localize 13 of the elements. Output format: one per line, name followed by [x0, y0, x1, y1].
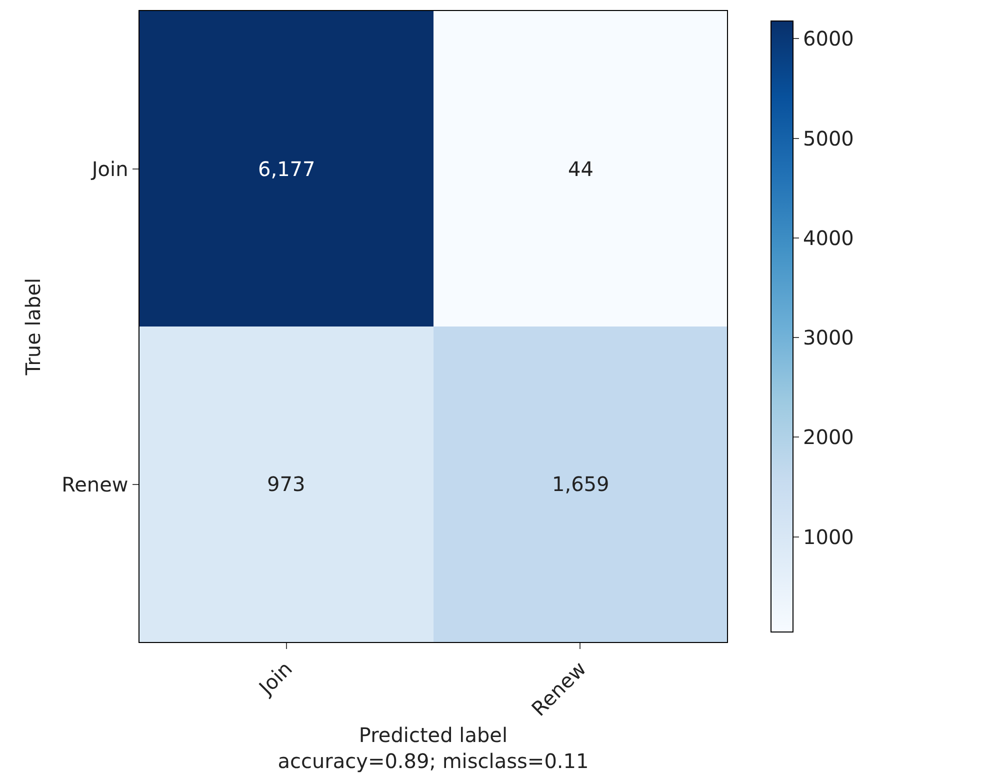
x-axis-title: Predicted label: [358, 723, 508, 748]
color-bar-label: 6000: [803, 26, 854, 51]
data-label: 44: [568, 157, 594, 181]
text: accuracy=0.89; misclass=0.11: [278, 749, 589, 774]
data-label: 1,659: [552, 472, 610, 496]
data-label: 973: [267, 472, 306, 496]
color-bar-label: 2000: [803, 425, 854, 450]
color-bar-label: 3000: [803, 326, 854, 350]
color-bar-label: 1000: [803, 524, 854, 549]
color-bar-label: 5000: [803, 126, 854, 150]
y-axis-title: True label: [21, 278, 46, 376]
color-bar-label: 4000: [803, 226, 854, 250]
data-label: 6,177: [258, 157, 316, 181]
